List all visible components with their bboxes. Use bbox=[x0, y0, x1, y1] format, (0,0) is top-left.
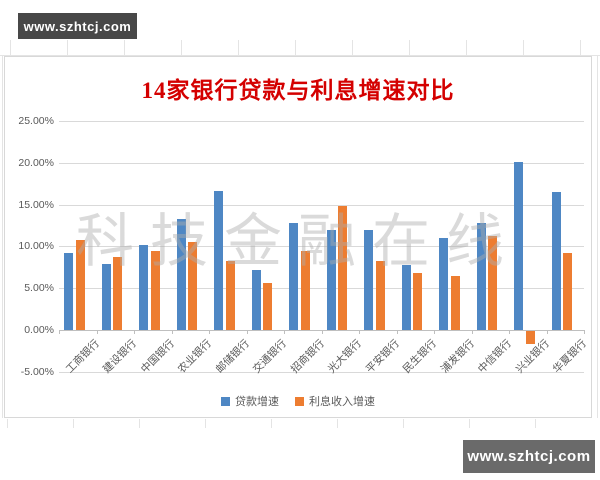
chart-watermark: 科技金融在线 bbox=[75, 209, 520, 274]
category-axis-tick bbox=[359, 330, 360, 334]
gridline-15 bbox=[59, 204, 584, 206]
bar-s1-c6 bbox=[300, 250, 310, 330]
sheet-column-line bbox=[73, 419, 74, 428]
bar-s0-c4 bbox=[214, 191, 223, 330]
bar-s0-c13 bbox=[551, 192, 561, 330]
y-axis-tick-label: 5.00% bbox=[24, 282, 54, 295]
legend-swatch-icon bbox=[221, 396, 230, 406]
category-axis-tick bbox=[546, 330, 548, 334]
bar-s0-c6 bbox=[289, 222, 298, 330]
legend-swatch-icon bbox=[295, 396, 304, 406]
y-axis-tick-label: 20.00% bbox=[18, 156, 54, 169]
category-axis-tick bbox=[171, 330, 173, 334]
category-axis-tick bbox=[396, 330, 398, 334]
bar-s1-c3 bbox=[188, 242, 197, 330]
bar-s0-c7 bbox=[326, 229, 336, 330]
bar-s0-c11 bbox=[476, 222, 486, 330]
sheet-column-line bbox=[523, 40, 524, 56]
bar-s1-c0 bbox=[75, 239, 85, 330]
bar-s0-c3 bbox=[176, 218, 186, 330]
bar-s1-c5 bbox=[263, 283, 272, 330]
bar-s0-c9 bbox=[401, 264, 411, 330]
category-axis-tick bbox=[59, 330, 60, 334]
category-axis-tick bbox=[134, 330, 135, 334]
sheet-column-line bbox=[205, 419, 206, 428]
sheet-column-line bbox=[295, 40, 296, 56]
bar-s0-c12 bbox=[514, 161, 523, 330]
category-axis-tick bbox=[96, 330, 98, 334]
bar-s1-c8 bbox=[375, 260, 385, 330]
gridline-20 bbox=[59, 162, 584, 164]
gridline--5 bbox=[59, 371, 584, 373]
category-axis-tick bbox=[509, 330, 510, 334]
y-axis-tick-label: 0.00% bbox=[24, 324, 54, 336]
bar-s1-c11 bbox=[488, 235, 497, 330]
site-watermark-top-left: www.szhtcj.com bbox=[18, 13, 137, 39]
sheet-column-line bbox=[337, 419, 338, 428]
category-axis-tick bbox=[284, 330, 285, 334]
sheet-column-line bbox=[238, 40, 239, 56]
sheet-column-line bbox=[2, 56, 3, 418]
legend-label: 贷款增速 bbox=[235, 396, 279, 408]
sheet-column-line bbox=[535, 419, 536, 428]
bar-s1-c9 bbox=[413, 273, 422, 330]
category-axis-tick bbox=[321, 330, 323, 334]
category-axis-tick bbox=[246, 330, 248, 334]
chart-legend: 贷款增速 利息收入增速 bbox=[5, 393, 591, 409]
y-axis-tick-label: 10.00% bbox=[18, 240, 54, 253]
sheet-column-line bbox=[469, 419, 470, 428]
bar-s0-c5 bbox=[251, 269, 261, 330]
sheet-column-line bbox=[597, 56, 598, 418]
bar-s0-c8 bbox=[364, 229, 373, 330]
sheet-column-line bbox=[466, 40, 467, 56]
bar-s0-c1 bbox=[101, 263, 111, 330]
bar-s1-c7 bbox=[338, 206, 347, 330]
sheet-column-line bbox=[7, 419, 8, 428]
sheet-column-line bbox=[352, 40, 353, 56]
bar-s1-c10 bbox=[450, 275, 460, 330]
gridline-5 bbox=[59, 288, 584, 290]
bar-s1-c1 bbox=[113, 257, 122, 330]
sheet-row-line bbox=[0, 55, 600, 56]
y-axis-tick-label: 25.00% bbox=[18, 115, 54, 127]
gridline-10 bbox=[59, 246, 584, 248]
chart-frame: 14家银行贷款与利息增速对比 25.00% 20.00% 15.00% 10.00% 5… bbox=[4, 56, 592, 418]
chart-title: 14家银行贷款与利息增速对比 bbox=[141, 78, 455, 103]
bar-s1-c2 bbox=[150, 250, 160, 330]
sheet-column-line bbox=[580, 40, 581, 56]
category-axis-tick bbox=[584, 330, 585, 334]
site-watermark-bottom-right: www.szhtcj.com bbox=[463, 440, 595, 473]
bar-s0-c10 bbox=[439, 238, 448, 330]
sheet-column-line bbox=[181, 40, 182, 56]
legend-item-1: 利息收入增速 bbox=[295, 393, 375, 409]
sheet-column-line bbox=[271, 419, 272, 428]
sheet-column-line bbox=[403, 419, 404, 428]
sheet-column-line bbox=[139, 419, 140, 428]
legend-label: 利息收入增速 bbox=[309, 396, 375, 408]
gridline-25 bbox=[59, 121, 584, 122]
sheet-column-line bbox=[409, 40, 410, 56]
site-watermark-bottom-right-text: www.szhtcj.com bbox=[467, 448, 591, 465]
bar-s0-c2 bbox=[139, 244, 148, 330]
legend-item-0: 贷款增速 bbox=[221, 393, 279, 409]
bar-s1-c4 bbox=[225, 261, 235, 330]
sheet-column-line bbox=[124, 40, 125, 56]
sheet-column-line bbox=[10, 40, 11, 56]
y-axis-tick-label: 15.00% bbox=[18, 198, 54, 211]
sheet-column-line bbox=[67, 40, 68, 56]
y-axis-tick-label: -5.00% bbox=[20, 365, 54, 378]
bar-s0-c0 bbox=[64, 253, 73, 330]
bar-s1-c12 bbox=[525, 331, 535, 344]
category-axis-tick bbox=[471, 330, 473, 334]
category-axis-tick bbox=[209, 330, 210, 334]
bar-s1-c13 bbox=[563, 253, 572, 330]
category-axis-tick bbox=[434, 330, 435, 334]
site-watermark-top-left-text: www.szhtcj.com bbox=[23, 18, 132, 34]
